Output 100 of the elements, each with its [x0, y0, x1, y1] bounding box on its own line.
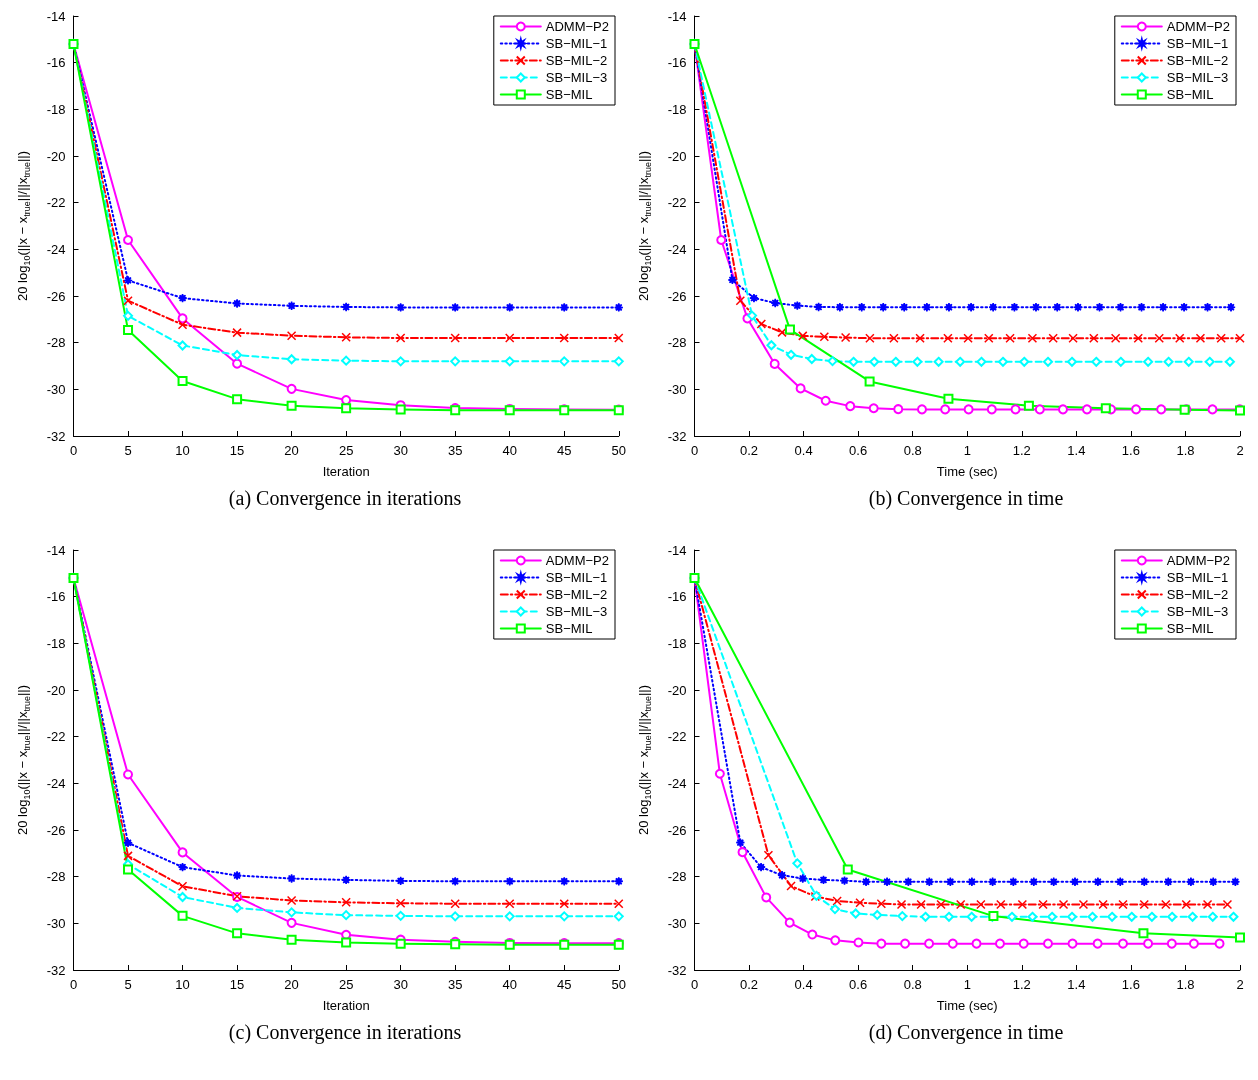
- x-tick-label: 1.6: [1121, 977, 1140, 992]
- y-axis-title: 20 log10(||x − xtrue||/||xtrue||): [636, 684, 653, 836]
- legend-label: SB−MIL−1: [545, 36, 608, 51]
- text: (b) Convergence in time: [868, 487, 1064, 510]
- x-tick-label: 0: [69, 443, 78, 458]
- x-tick-label: 0.2: [740, 977, 759, 992]
- legend-label: SB−MIL: [1166, 87, 1214, 102]
- y-tick-label: -16: [667, 55, 687, 71]
- legend-label: SB−MIL−3: [545, 70, 608, 85]
- y-axis-title: 20 log10(||x − xtrue||/||xtrue||): [15, 150, 32, 302]
- y-tick-label: -28: [46, 335, 66, 351]
- x-tick-label: 1.4: [1067, 443, 1086, 458]
- x-tick-label: 2: [1236, 977, 1244, 992]
- x-tick-label: 10: [175, 977, 190, 992]
- x-tick-label: 0: [69, 977, 78, 992]
- y-axis-title: 20 log10(||x − xtrue||/||xtrue||): [15, 684, 32, 836]
- x-tick-label: 15: [229, 443, 245, 458]
- x-tick-label: 50: [611, 443, 626, 458]
- x-tick-label: 0.6: [849, 977, 868, 992]
- x-tick-label: 5: [124, 443, 132, 458]
- y-tick-label: -18: [667, 635, 687, 651]
- x-tick-label: 45: [557, 977, 572, 992]
- x-axis-title: Iteration: [322, 997, 370, 1013]
- legend-label: SB−MIL−3: [1166, 70, 1229, 85]
- y-tick-label: -20: [46, 148, 66, 164]
- y-tick-label: -32: [46, 428, 66, 444]
- x-tick-label: 20: [284, 443, 299, 458]
- x-tick-label: 20: [284, 977, 299, 992]
- x-tick-label: 0.4: [794, 443, 813, 458]
- x-tick-label: 30: [393, 443, 408, 458]
- y-tick-label: -30: [667, 915, 687, 931]
- text: (a) Convergence in iterations: [228, 487, 462, 510]
- x-tick-label: 40: [502, 977, 517, 992]
- legend-label: ADMM−P2: [545, 553, 610, 568]
- legend-label: SB−MIL−2: [1166, 53, 1229, 68]
- y-tick-label: -22: [46, 195, 66, 211]
- x-tick-label: 0.8: [903, 977, 922, 992]
- y-tick-label: -16: [46, 55, 66, 71]
- y-tick-label: -18: [667, 101, 687, 117]
- x-tick-label: 1.6: [1121, 443, 1140, 458]
- y-tick-label: -26: [667, 822, 687, 838]
- legend-label: SB−MIL−2: [545, 53, 608, 68]
- y-tick-label: -30: [667, 381, 687, 397]
- legend-label: SB−MIL−1: [1166, 36, 1229, 51]
- y-tick-label: -14: [667, 8, 687, 24]
- text: (d) Convergence in time: [868, 1021, 1064, 1044]
- legend-label: SB−MIL: [545, 87, 593, 102]
- y-tick-label: -24: [46, 775, 66, 791]
- y-tick-label: -22: [667, 729, 687, 745]
- y-tick-label: -24: [46, 241, 66, 257]
- y-tick-label: -26: [667, 288, 687, 304]
- x-tick-label: 35: [447, 977, 463, 992]
- x-tick-label: 25: [338, 443, 354, 458]
- y-tick-label: -20: [667, 148, 687, 164]
- x-tick-label: 45: [557, 443, 572, 458]
- y-tick-label: -14: [46, 8, 66, 24]
- x-tick-label: 1.2: [1012, 977, 1031, 992]
- legend-label: SB−MIL: [1166, 621, 1214, 636]
- legend-label: ADMM−P2: [1166, 19, 1231, 34]
- x-tick-label: 30: [393, 977, 408, 992]
- legend-label: SB−MIL−2: [1166, 587, 1229, 602]
- y-tick-label: -28: [46, 869, 66, 885]
- legend-label: ADMM−P2: [1166, 553, 1231, 568]
- y-tick-label: -18: [46, 101, 66, 117]
- y-tick-label: -30: [46, 915, 66, 931]
- x-tick-label: 1: [963, 977, 971, 992]
- legend-label: SB−MIL−2: [545, 587, 608, 602]
- x-tick-label: 35: [447, 443, 463, 458]
- x-tick-label: 1.8: [1176, 443, 1195, 458]
- x-tick-label: 1: [963, 443, 971, 458]
- y-tick-label: -16: [46, 589, 66, 605]
- y-tick-label: -26: [46, 288, 66, 304]
- x-tick-label: 0: [690, 443, 699, 458]
- x-tick-label: 1.4: [1067, 977, 1086, 992]
- x-tick-label: 10: [175, 443, 190, 458]
- x-tick-label: 0.6: [849, 443, 868, 458]
- y-tick-label: -14: [46, 542, 66, 558]
- y-axis-title: 20 log10(||x − xtrue||/||xtrue||): [636, 150, 653, 302]
- x-tick-label: 2: [1236, 443, 1244, 458]
- x-tick-label: 0.8: [903, 443, 922, 458]
- x-tick-label: 0: [690, 977, 699, 992]
- y-tick-label: -28: [667, 335, 687, 351]
- y-tick-label: -30: [46, 381, 66, 397]
- x-tick-label: 1.2: [1012, 443, 1031, 458]
- x-tick-label: 5: [124, 977, 132, 992]
- text: (c) Convergence in iterations: [228, 1021, 462, 1044]
- x-axis-title: Time (sec): [936, 997, 998, 1013]
- y-tick-label: -20: [667, 682, 687, 698]
- y-tick-label: -18: [46, 635, 66, 651]
- y-tick-label: -32: [667, 962, 687, 978]
- x-tick-label: 25: [338, 977, 354, 992]
- legend-label: SB−MIL−3: [545, 604, 608, 619]
- y-tick-label: -20: [46, 682, 66, 698]
- legend-label: SB−MIL−3: [1166, 604, 1229, 619]
- x-tick-label: 0.4: [794, 977, 813, 992]
- y-tick-label: -32: [46, 962, 66, 978]
- x-tick-label: 0.2: [740, 443, 759, 458]
- legend-label: SB−MIL−1: [1166, 570, 1229, 585]
- legend-label: ADMM−P2: [545, 19, 610, 34]
- y-tick-label: -32: [667, 428, 687, 444]
